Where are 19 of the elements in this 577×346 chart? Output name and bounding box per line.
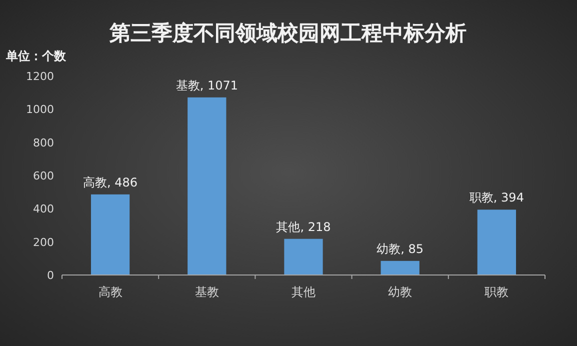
x-tick-label: 职教 xyxy=(484,285,509,299)
data-label: 高教, 486 xyxy=(83,175,138,190)
y-tick-label: 1000 xyxy=(26,103,54,116)
data-label: 幼教, 85 xyxy=(376,242,424,256)
y-tick-label: 600 xyxy=(33,170,54,182)
data-label: 基教, 1071 xyxy=(176,78,238,92)
x-tick-label: 幼教 xyxy=(388,285,412,299)
y-tick-label: 800 xyxy=(33,136,54,150)
x-tick-label: 高教 xyxy=(98,285,122,299)
data-label: 职教, 394 xyxy=(469,190,524,205)
data-label: 其他, 218 xyxy=(276,220,331,234)
y-tick-label: 1200 xyxy=(26,70,54,83)
ylabel: 单位：个数 xyxy=(6,49,66,63)
x-tick-label: 其他 xyxy=(292,285,316,299)
y-tick-label: 200 xyxy=(33,236,54,249)
y-tick-label: 0 xyxy=(47,269,54,282)
x-tick-label: 基教 xyxy=(194,285,219,299)
y-tick-label: 400 xyxy=(33,202,54,216)
title: 第三季度不同领域校园网工程中标分析 xyxy=(110,20,466,45)
